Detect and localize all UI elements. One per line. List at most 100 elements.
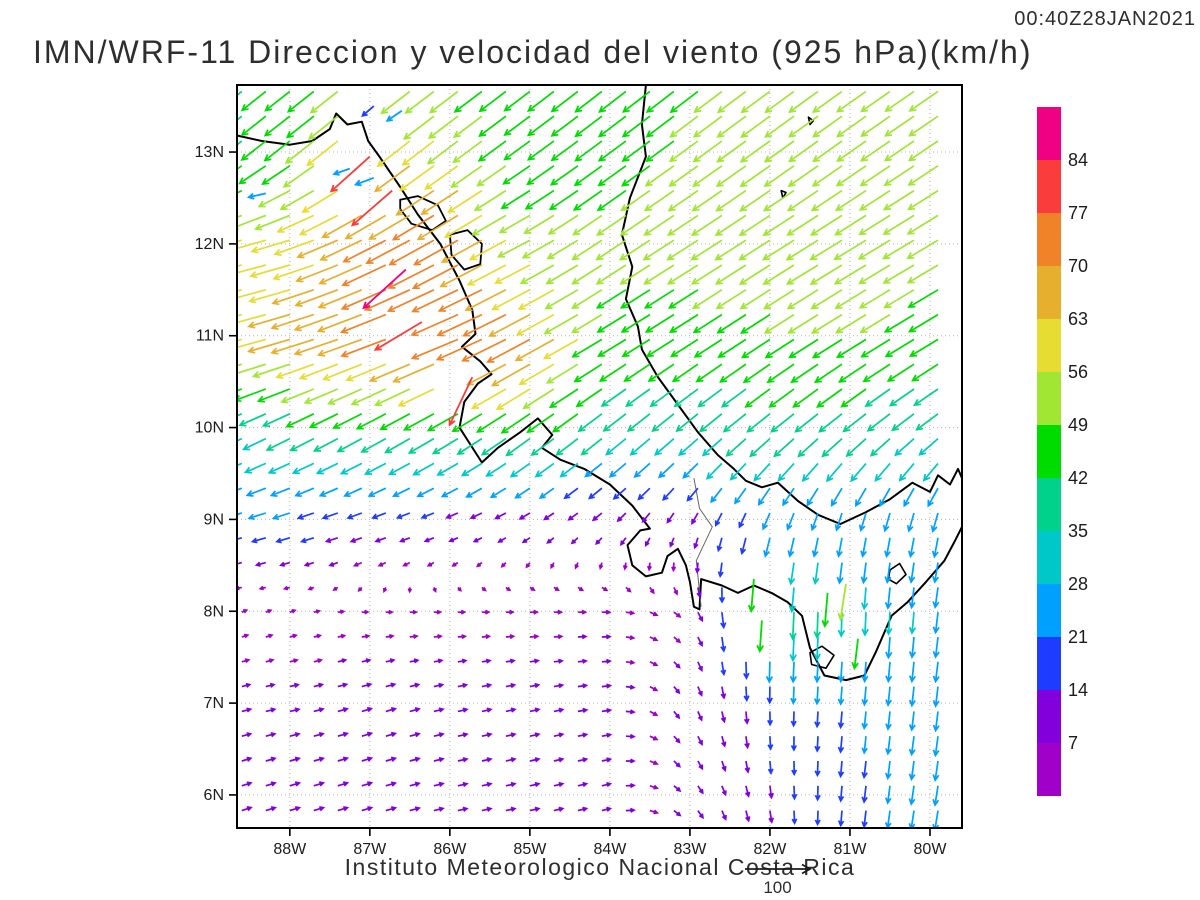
wind-vector bbox=[263, 140, 291, 162]
wind-vector bbox=[716, 140, 747, 163]
wind-vector bbox=[649, 388, 675, 408]
colorbar-segment bbox=[1037, 690, 1061, 743]
wind-vector bbox=[788, 338, 819, 359]
wind-vector bbox=[361, 706, 374, 713]
wind-vector bbox=[697, 735, 703, 746]
wind-vector bbox=[619, 289, 651, 309]
wind-vector bbox=[605, 437, 627, 456]
wind-vector bbox=[299, 536, 315, 544]
wind-vector bbox=[601, 781, 613, 788]
wind-vector bbox=[811, 90, 843, 113]
wind-vector bbox=[289, 707, 301, 713]
wind-vector bbox=[637, 487, 651, 501]
wind-vector bbox=[693, 90, 723, 114]
wind-vector bbox=[669, 115, 699, 138]
wind-vector bbox=[337, 633, 347, 639]
wind-vector bbox=[697, 785, 704, 795]
wind-vector bbox=[768, 785, 774, 800]
wind-vector bbox=[376, 140, 411, 168]
wind-vector bbox=[529, 757, 541, 763]
wind-vector bbox=[237, 313, 267, 324]
wind-vector bbox=[509, 462, 531, 478]
wind-vector bbox=[241, 781, 253, 787]
wind-vector bbox=[439, 264, 483, 288]
wind-vector bbox=[251, 363, 291, 379]
wind-vector bbox=[577, 586, 585, 592]
wind-vector bbox=[746, 413, 771, 433]
wind-vector bbox=[740, 338, 771, 359]
wind-vector bbox=[908, 338, 939, 357]
wind-vector bbox=[667, 289, 699, 309]
wind-vector bbox=[377, 561, 387, 567]
wind-vector bbox=[840, 388, 867, 408]
wind-vector bbox=[835, 165, 867, 187]
wind-vector bbox=[697, 611, 704, 623]
wind-vector bbox=[625, 659, 636, 665]
wind-vector bbox=[385, 781, 398, 787]
wind-vector bbox=[261, 165, 291, 186]
wind-vector bbox=[767, 736, 774, 751]
island-outline bbox=[809, 645, 835, 669]
wind-vector bbox=[433, 781, 445, 787]
wind-vector bbox=[861, 661, 869, 684]
wind-vector bbox=[862, 363, 891, 383]
wind-vector bbox=[553, 586, 560, 592]
wind-vector bbox=[254, 561, 267, 567]
wind-vector bbox=[597, 338, 627, 358]
wind-vector bbox=[271, 288, 315, 306]
wind-vector bbox=[927, 487, 939, 508]
wind-vector bbox=[719, 363, 747, 383]
wind-vector bbox=[526, 413, 555, 434]
wind-vector bbox=[529, 634, 540, 640]
wind-vector bbox=[739, 289, 771, 310]
wind-vector bbox=[816, 388, 843, 408]
colorbar-label: 84 bbox=[1068, 150, 1088, 170]
wind-vector bbox=[883, 140, 915, 162]
wind-vector bbox=[906, 512, 915, 533]
wind-vector-feature bbox=[448, 376, 474, 427]
wind-vector bbox=[845, 437, 867, 458]
wind-vector bbox=[691, 165, 723, 187]
wind-vector bbox=[673, 785, 682, 792]
wind-vector bbox=[716, 90, 747, 114]
wind-vector bbox=[433, 707, 445, 713]
wind-vector bbox=[237, 264, 243, 268]
wind-vector bbox=[743, 686, 750, 703]
wind-vector bbox=[767, 760, 774, 776]
wind-vector bbox=[237, 239, 267, 250]
wind-vector bbox=[485, 462, 507, 477]
wind-vector bbox=[409, 756, 421, 763]
wind-vector bbox=[716, 313, 747, 334]
wind-vector bbox=[319, 239, 363, 261]
wind-vector bbox=[316, 313, 363, 333]
wind-vector bbox=[812, 562, 820, 586]
wind-vector bbox=[742, 363, 771, 384]
wind-vector bbox=[762, 264, 795, 285]
wind-vector bbox=[265, 609, 273, 614]
wind-vector bbox=[859, 313, 891, 334]
wind-vector bbox=[371, 512, 387, 520]
wind-vector bbox=[787, 562, 796, 586]
wind-vector bbox=[720, 661, 727, 677]
wind-vector bbox=[858, 512, 867, 533]
wind-vector bbox=[409, 609, 419, 615]
wind-vector bbox=[883, 115, 915, 137]
wind-vector bbox=[577, 781, 589, 788]
wind-vector bbox=[475, 561, 483, 568]
wind-vector bbox=[861, 587, 869, 611]
wind-vector bbox=[721, 785, 727, 797]
wind-vector bbox=[633, 462, 651, 479]
wind-vector bbox=[787, 537, 795, 558]
wind-vector bbox=[460, 462, 483, 477]
wind-vector bbox=[553, 806, 565, 812]
wind-vector bbox=[313, 633, 323, 639]
wind-vector bbox=[398, 537, 411, 543]
wind-vector bbox=[786, 214, 819, 236]
wind-vector bbox=[602, 413, 627, 432]
wind-vector bbox=[237, 561, 243, 565]
wind-vector bbox=[553, 609, 564, 615]
wind-vector bbox=[649, 809, 660, 815]
x-axis-tick-label: 85W bbox=[513, 841, 547, 858]
wind-vector bbox=[891, 413, 915, 432]
wind-vector bbox=[857, 239, 891, 260]
